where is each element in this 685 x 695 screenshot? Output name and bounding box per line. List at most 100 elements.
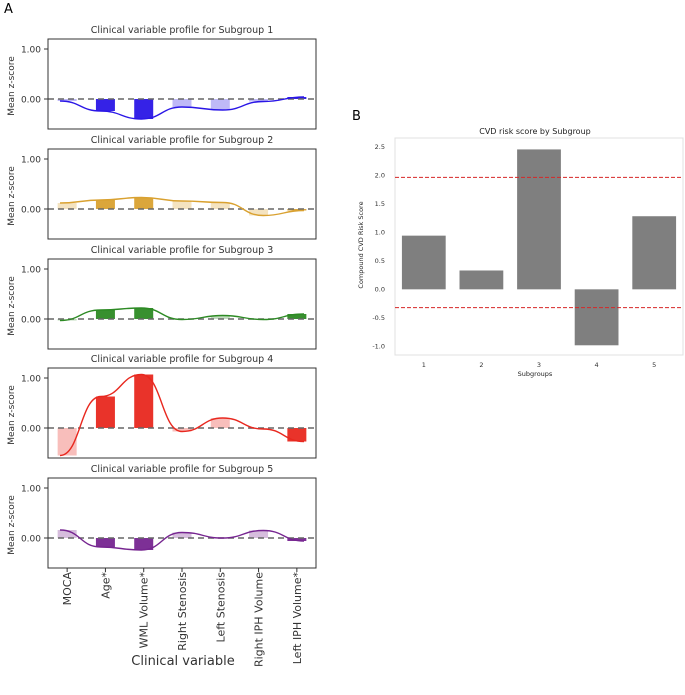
cvd-x-tick-label-3: 3 (537, 361, 541, 369)
subgroup-2-bar-1 (57, 203, 77, 209)
panel-b-ytick-label: 0.5 (375, 257, 385, 265)
subgroup-5-bar-6 (249, 530, 269, 538)
subgroup-1-plot: Clinical variable profile for Subgroup 1… (7, 25, 317, 130)
panel-label-b: B (352, 109, 361, 124)
subgroup-3-bar-3 (134, 308, 154, 319)
subgroup-4-bar-1 (57, 428, 77, 456)
subgroup-4-bar-4 (172, 428, 192, 432)
subgroup-4-bar-3 (134, 374, 154, 428)
panel-label-a: A (4, 2, 13, 17)
subgroup-3-ytick-label: 1.00 (21, 266, 41, 276)
subgroup-4-title: Clinical variable profile for Subgroup 4 (91, 354, 273, 365)
subgroup-4-bar-7 (287, 428, 307, 442)
panel-b-ytick-label: -1.0 (372, 343, 385, 351)
subgroup-1-bar-1 (57, 99, 77, 101)
x-tick-label-7: Left IPH Volume* (291, 572, 304, 665)
x-tick-label-5: Left Stenosis (214, 572, 227, 643)
subgroup-1-profile-line (59, 96, 305, 120)
panel-b-ytick-label: -0.5 (372, 314, 385, 322)
subgroup-4-ytick-label: 1.00 (21, 375, 41, 385)
subgroup-2-plot: Clinical variable profile for Subgroup 2… (7, 135, 317, 240)
subgroup-2-ylabel: Mean z-score (7, 166, 17, 226)
subgroup-4-plot: Clinical variable profile for Subgroup 4… (7, 354, 317, 459)
subgroup-2-bar-5 (210, 202, 230, 209)
subgroup-1-ytick-label: 0.00 (21, 96, 41, 106)
subgroup-5-bar-3 (134, 538, 154, 550)
subgroup-5-bar-4 (172, 532, 192, 538)
subgroup-2-frame (47, 148, 317, 240)
subgroup-3-ytick-label: 0.00 (21, 316, 41, 326)
subgroup-5-title: Clinical variable profile for Subgroup 5 (91, 464, 273, 475)
subgroup-5-bar-1 (57, 530, 77, 538)
panel-b-xlabel: Subgroups (518, 370, 553, 378)
subgroup-4-ytick-label: 0.00 (21, 425, 41, 435)
subgroup-5-ytick-label: 1.00 (21, 485, 41, 495)
subgroup-2-ytick-label: 0.00 (21, 206, 41, 216)
cvd-bar-3 (517, 149, 561, 290)
cvd-x-tick-label-1: 1 (422, 361, 426, 369)
subgroup-1-bar-7 (287, 97, 307, 99)
subgroup-1-bar-2 (95, 99, 115, 111)
subgroup-1-bar-3 (134, 99, 154, 119)
cvd-x-tick-label-5: 5 (652, 361, 656, 369)
subgroup-5-ytick-label: 0.00 (21, 535, 41, 545)
subgroup-1-bar-5 (210, 99, 230, 110)
subgroup-2-bar-7 (287, 209, 307, 211)
subgroup-2-bar-6 (249, 209, 269, 216)
subgroup-1-bar-4 (172, 99, 192, 107)
subgroup-5-bar-2 (95, 538, 115, 547)
subgroup-2-bar-3 (134, 197, 154, 209)
cvd-bar-4 (574, 289, 619, 346)
subgroup-2-bar-4 (172, 201, 192, 209)
subgroup-4-profile-line (59, 373, 305, 457)
subgroup-1-bar-6 (249, 99, 269, 102)
subgroup-4-bar-5 (210, 418, 230, 428)
panel-a-chart: Clinical variable profile for Subgroup 1… (7, 25, 317, 667)
panel-b-ytick-label: 2.0 (375, 171, 385, 179)
subgroup-3-plot: Clinical variable profile for Subgroup 3… (7, 245, 317, 350)
panel-b-chart: 2.5 2.0 1.5 1.0 0.5 0.0 -0.5 -1.0 1 2 3 4 5 (372, 137, 684, 369)
subgroup-3-bar-7 (287, 314, 307, 319)
subgroup-1-title: Clinical variable profile for Subgroup 1 (91, 25, 273, 36)
subgroup-4-ylabel: Mean z-score (7, 385, 17, 445)
subgroup-1-frame (47, 38, 317, 130)
x-tick-label-6: Right IPH Volume (253, 572, 266, 667)
subgroup-3-bar-2 (95, 310, 115, 319)
cvd-bar-5 (632, 216, 677, 290)
subgroup-2-bar-2 (95, 200, 115, 209)
subgroup-3-title: Clinical variable profile for Subgroup 3 (91, 245, 273, 256)
x-tick-label-1: MOCA (61, 572, 74, 606)
subgroup-5-profile-line (59, 529, 305, 551)
cvd-bar-2 (459, 270, 504, 290)
cvd-x-tick-label-4: 4 (595, 361, 599, 369)
panel-b-ytick-label: 1.5 (375, 200, 385, 208)
panel-b-ylabel: Compound CVD Risk Score (357, 201, 365, 288)
subgroup-3-frame (47, 258, 317, 350)
panel-a-xticks: MOCA Age* WML Volume* Right Stenosis Left St… (61, 568, 304, 667)
subgroup-4-frame (47, 367, 317, 459)
subgroup-3-bar-5 (210, 315, 230, 319)
cvd-x-tick-label-2: 2 (479, 361, 483, 369)
panel-b-ytick-label: 2.5 (375, 143, 385, 151)
subgroup-3-ylabel: Mean z-score (7, 276, 17, 336)
panel-b-ytick-label: 0.0 (375, 286, 385, 294)
x-tick-label-3: WML Volume* (138, 572, 151, 649)
subgroup-1-ytick-label: 1.00 (21, 46, 41, 56)
subgroup-1-ylabel: Mean z-score (7, 56, 17, 116)
x-tick-label-4: Right Stenosis (176, 572, 189, 651)
panel-b-title: CVD risk score by Subgroup (479, 127, 590, 136)
subgroup-5-plot: Clinical variable profile for Subgroup 5… (7, 464, 317, 569)
subgroup-5-frame (47, 477, 317, 569)
subgroup-4-bar-2 (95, 396, 115, 428)
cvd-bar-1 (401, 235, 446, 290)
panel-b-ytick-label: 1.0 (375, 228, 385, 236)
subgroup-2-title: Clinical variable profile for Subgroup 2 (91, 135, 273, 146)
subgroup-5-ylabel: Mean z-score (7, 495, 17, 555)
subgroup-2-ytick-label: 1.00 (21, 156, 41, 166)
subgroup-2-profile-line (59, 196, 305, 217)
subgroup-5-bar-7 (287, 538, 307, 541)
subgroup-3-profile-line (59, 307, 305, 322)
panel-a-xlabel: Clinical variable (131, 654, 234, 669)
x-tick-label-2: Age* (99, 572, 112, 599)
